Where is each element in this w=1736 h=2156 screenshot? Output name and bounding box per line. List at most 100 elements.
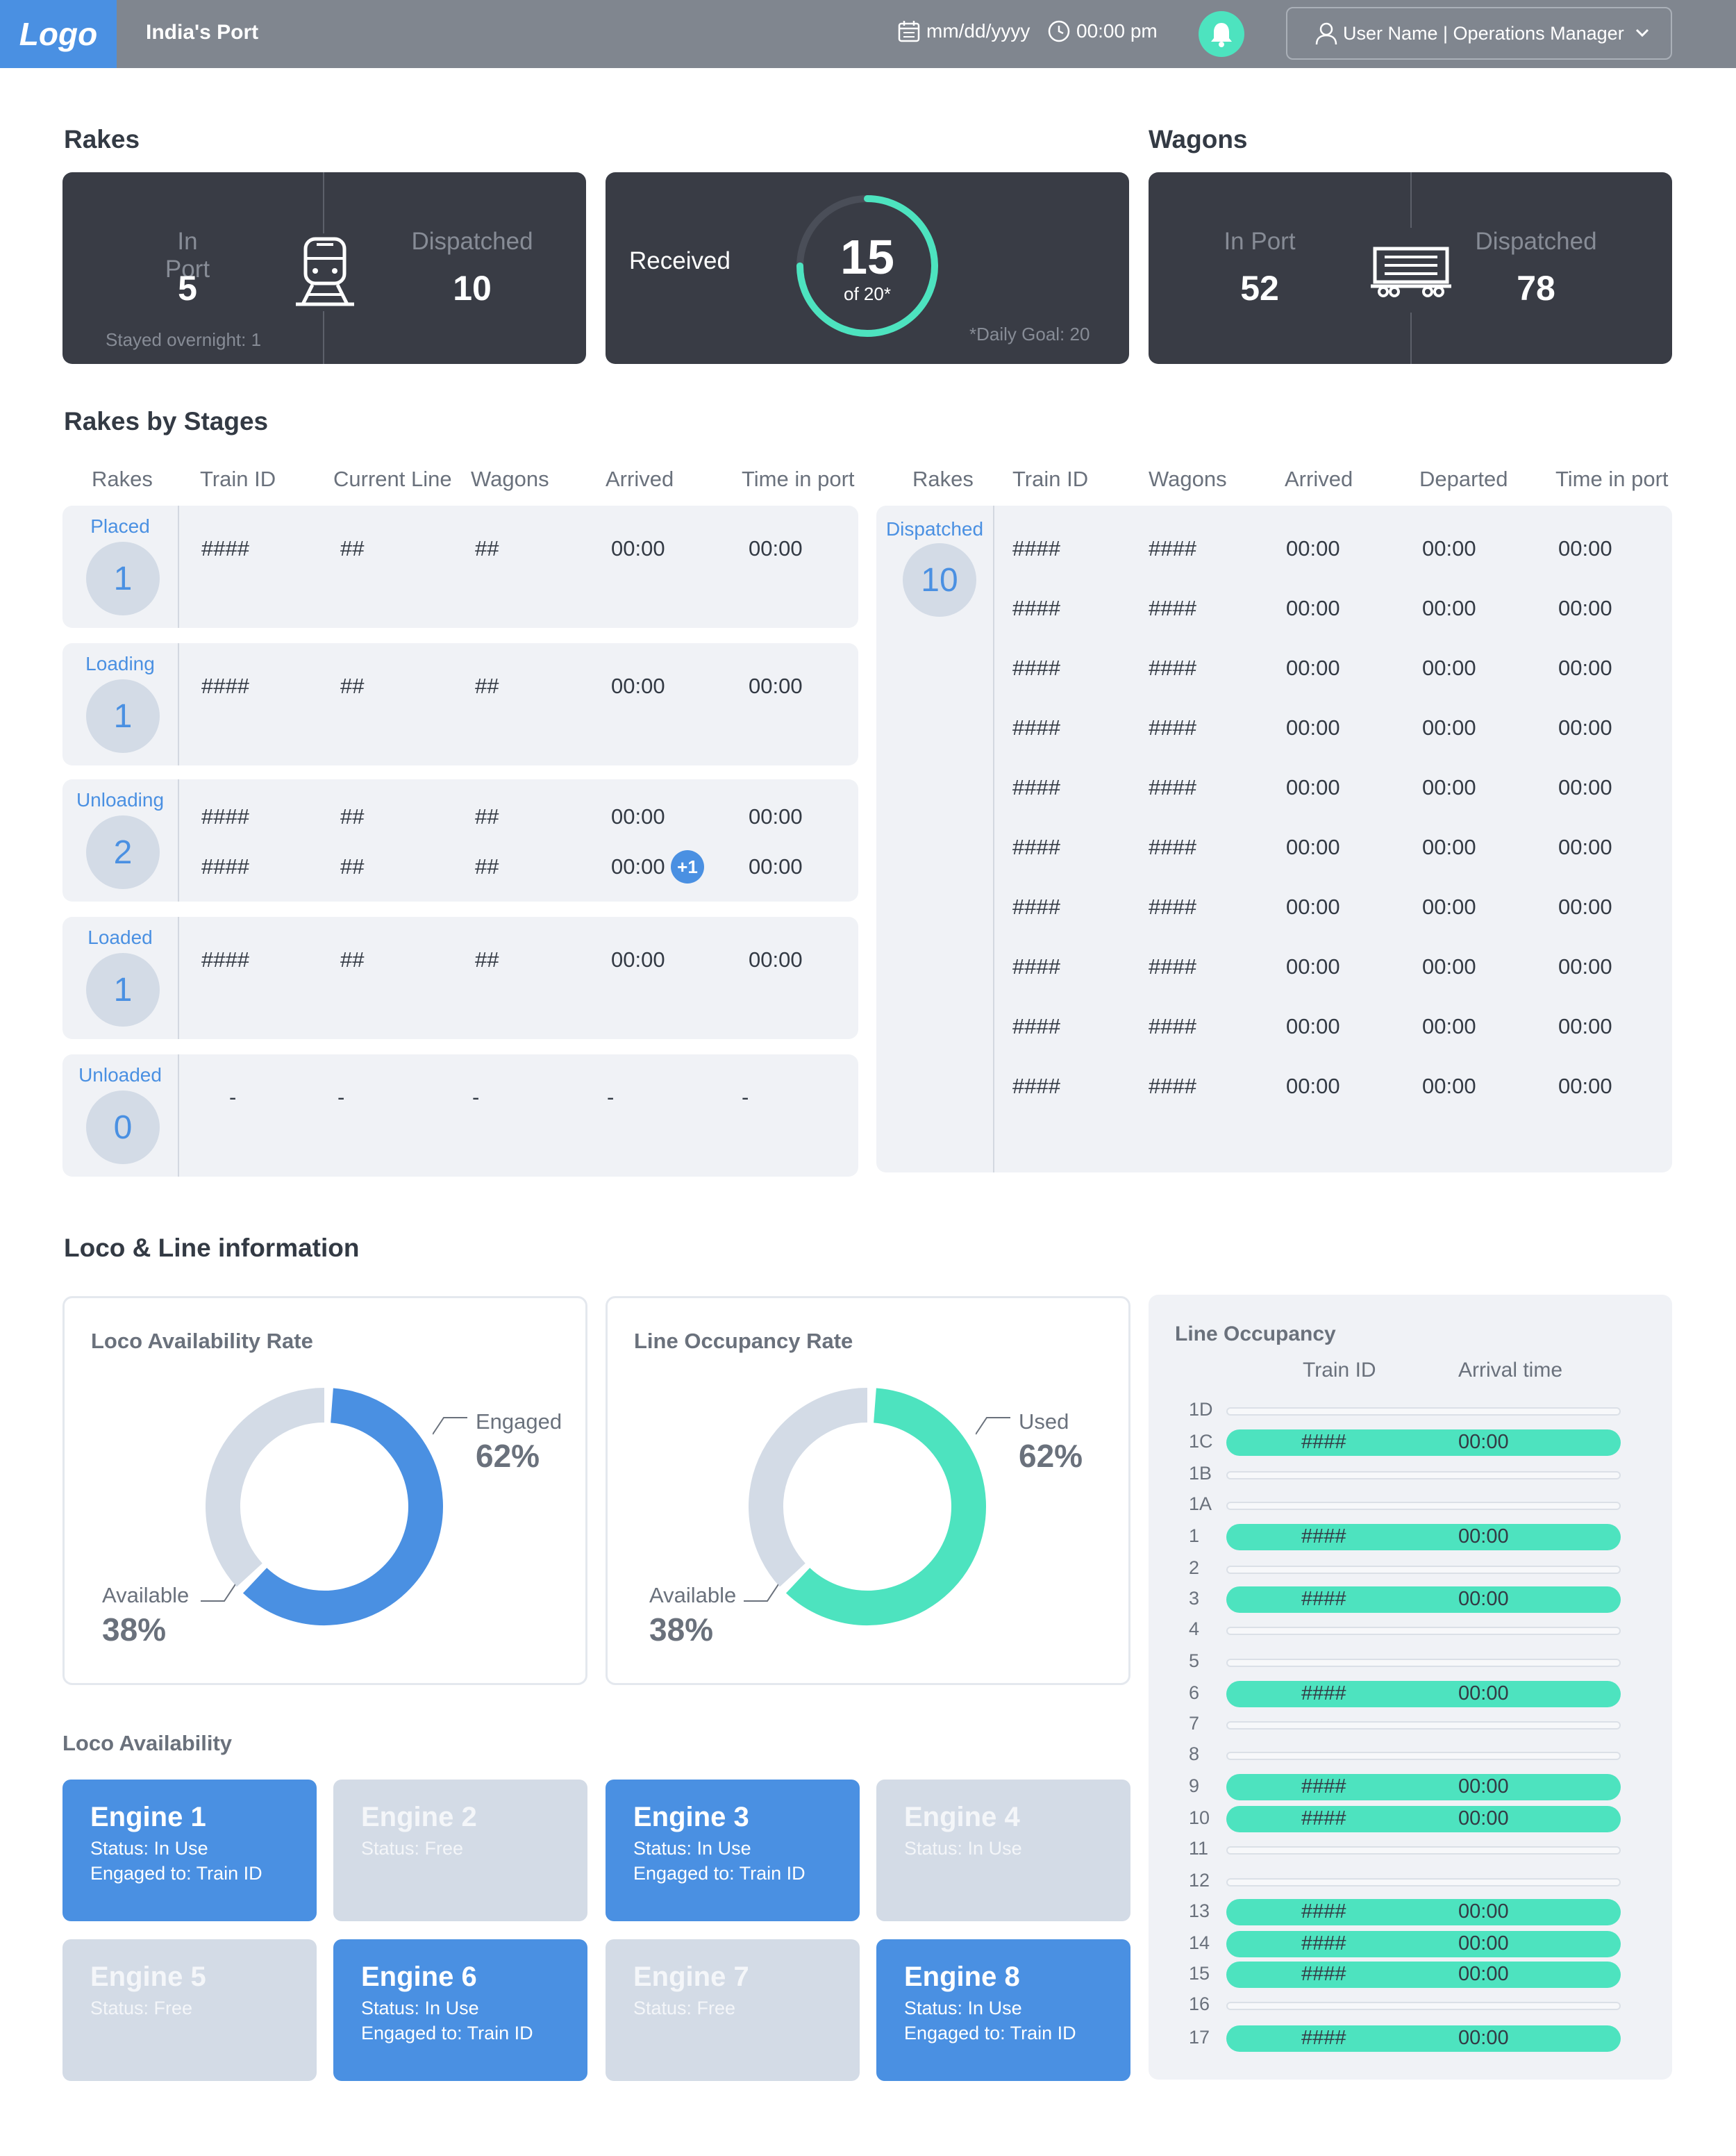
table-row[interactable]: #### #### 00:00 00:00 00:00 (876, 895, 1672, 922)
line-row[interactable]: 8 (1149, 1742, 1672, 1767)
table-row[interactable]: #### #### 00:00 00:00 00:00 (876, 775, 1672, 803)
line-name: 16 (1189, 1993, 1210, 2014)
line-row[interactable]: 16 (1149, 1992, 1672, 2017)
stage-panel-unloading[interactable]: Unloading 2 #### ## ## 00:00 00:00 #### ## ## 00:0… (62, 779, 858, 902)
occupied-bar[interactable]: #### 00:00 (1226, 1806, 1621, 1832)
donut-segment-primary (785, 1388, 986, 1625)
engine-card-6[interactable]: Engine 6 Status: In Use Engaged to: Train … (333, 1939, 587, 2081)
date-picker[interactable]: mm/dd/yyyy (897, 19, 1030, 43)
table-row[interactable]: #### #### 00:00 00:00 00:00 (876, 596, 1672, 624)
user-menu[interactable]: User Name | Operations Manager (1286, 7, 1672, 60)
cell-current-line: ## (340, 674, 365, 698)
line-row[interactable]: 17 #### 00:00 (1149, 2025, 1672, 2052)
stage-panel-unloaded[interactable]: Unloaded 0 - - - - - (62, 1054, 858, 1177)
line-occupancy-panel: Line Occupancy Train ID Arrival time 1D 1… (1149, 1295, 1672, 2080)
stage-label: Placed (90, 515, 150, 537)
stage-panel-placed[interactable]: Placed 1 #### ## ## 00:00 00:00 (62, 506, 858, 628)
wagons-in-port-label: In Port (1224, 228, 1296, 255)
train-id: #### (1301, 1525, 1346, 1548)
occupied-bar[interactable]: #### 00:00 (1226, 1931, 1621, 1957)
line-row[interactable]: 14 #### 00:00 (1149, 1931, 1672, 1957)
engine-card-1[interactable]: Engine 1 Status: In Use Engaged to: Train … (62, 1780, 317, 1921)
table-row[interactable]: #### #### 00:00 00:00 00:00 (876, 536, 1672, 564)
occupied-bar[interactable]: #### 00:00 (1226, 1586, 1621, 1613)
engine-card-4[interactable]: Engine 4 Status: In Use (876, 1780, 1130, 1921)
line-row[interactable]: 9 #### 00:00 (1149, 1774, 1672, 1800)
cell-departed: 00:00 (1422, 1014, 1476, 1038)
line-row[interactable]: 6 #### 00:00 (1149, 1681, 1672, 1707)
table-row[interactable]: #### #### 00:00 00:00 00:00 (876, 1074, 1672, 1102)
divider (1410, 172, 1412, 228)
col-train-id: Train ID (1012, 467, 1089, 491)
line-row[interactable]: 3 #### 00:00 (1149, 1586, 1672, 1613)
divider (178, 779, 179, 902)
train-id: #### (1301, 1431, 1346, 1453)
line-row[interactable]: 1 #### 00:00 (1149, 1524, 1672, 1550)
cell-current-line: - (337, 1085, 345, 1109)
line-name: 1B (1189, 1463, 1212, 1484)
occupied-bar[interactable]: #### 00:00 (1226, 1899, 1621, 1925)
logo[interactable]: Logo (0, 0, 117, 68)
cell-arrived: 00:00 (1286, 715, 1340, 740)
cell-train-id: #### (1012, 1074, 1060, 1098)
train-id: #### (1301, 1807, 1346, 1830)
line-row[interactable]: 5 (1149, 1649, 1672, 1674)
cell-arrived: 00:00 (1286, 536, 1340, 561)
engine-status: Status: In Use (904, 1998, 1022, 2018)
stage-panel-loading[interactable]: Loading 1 #### ## ## 00:00 00:00 (62, 643, 858, 765)
cell-current-line: ## (340, 536, 365, 561)
line-row[interactable]: 11 (1149, 1836, 1672, 1861)
notifications-button[interactable] (1199, 11, 1244, 57)
col-departed: Departed (1419, 467, 1508, 491)
line-row[interactable]: 12 (1149, 1868, 1672, 1893)
occupied-bar[interactable]: #### 00:00 (1226, 1429, 1621, 1456)
occupied-bar[interactable]: #### 00:00 (1226, 1962, 1621, 1988)
cell-time-in-port: 00:00 (749, 947, 803, 972)
engine-card-8[interactable]: Engine 8 Status: In Use Engaged to: Train … (876, 1939, 1130, 2081)
available-pct: 38% (102, 1611, 167, 1648)
donut-segment-available (749, 1388, 868, 1587)
calendar-icon (898, 21, 920, 42)
occupied-bar[interactable]: #### 00:00 (1226, 2025, 1621, 2052)
more-badge[interactable]: +1 (671, 850, 704, 884)
engine-card-5[interactable]: Engine 5 Status: Free (62, 1939, 317, 2081)
engine-name: Engine 3 (633, 1802, 749, 1832)
line-row[interactable]: 10 #### 00:00 (1149, 1806, 1672, 1832)
line-row[interactable]: 2 (1149, 1556, 1672, 1581)
cell-time-in-port: 00:00 (749, 536, 803, 561)
cell-arrived: 00:00 (611, 536, 665, 561)
table-row[interactable]: #### #### 00:00 00:00 00:00 (876, 656, 1672, 683)
table-row[interactable]: #### #### 00:00 00:00 00:00 (876, 954, 1672, 982)
line-name: 1 (1189, 1525, 1200, 1546)
time-picker[interactable]: 00:00 pm (1047, 19, 1158, 43)
loco-availability-title: Loco Availability (62, 1731, 233, 1755)
line-row[interactable]: 7 (1149, 1711, 1672, 1736)
occupied-bar[interactable]: #### 00:00 (1226, 1681, 1621, 1707)
cell-time-in-port: 00:00 (1558, 656, 1612, 680)
table-row[interactable]: #### #### 00:00 00:00 00:00 (876, 715, 1672, 743)
cell-arrived: - (607, 1085, 615, 1109)
line-row[interactable]: 13 #### 00:00 (1149, 1899, 1672, 1925)
chevron-down-icon[interactable] (1633, 24, 1651, 42)
arrival-time: 00:00 (1458, 1900, 1509, 1923)
engine-card-7[interactable]: Engine 7 Status: Free (606, 1939, 860, 2081)
engine-card-2[interactable]: Engine 2 Status: Free (333, 1780, 587, 1921)
arrival-time: 00:00 (1458, 1431, 1509, 1453)
table-row[interactable]: #### #### 00:00 00:00 00:00 (876, 1014, 1672, 1042)
stage-panel-loaded[interactable]: Loaded 1 #### ## ## 00:00 00:00 (62, 917, 858, 1039)
occupied-bar[interactable]: #### 00:00 (1226, 1774, 1621, 1800)
loco-availability-rate-card: Loco Availability Rate Engaged 62% Avail… (62, 1296, 587, 1685)
table-row[interactable]: #### #### 00:00 00:00 00:00 (876, 835, 1672, 863)
occupied-bar[interactable]: #### 00:00 (1226, 1524, 1621, 1550)
line-row[interactable]: 1A (1149, 1492, 1672, 1517)
line-row[interactable]: 4 (1149, 1617, 1672, 1642)
engine-card-3[interactable]: Engine 3 Status: In Use Engaged to: Train … (606, 1780, 860, 1921)
line-row[interactable]: 15 #### 00:00 (1149, 1962, 1672, 1988)
train-id: #### (1301, 1932, 1346, 1955)
cell-arrived: 00:00 (1286, 1074, 1340, 1098)
line-row[interactable]: 1D (1149, 1398, 1672, 1423)
cell-wagons: #### (1149, 656, 1196, 680)
line-row[interactable]: 1B (1149, 1461, 1672, 1486)
stage-count: 1 (86, 542, 160, 615)
line-row[interactable]: 1C #### 00:00 (1149, 1429, 1672, 1456)
